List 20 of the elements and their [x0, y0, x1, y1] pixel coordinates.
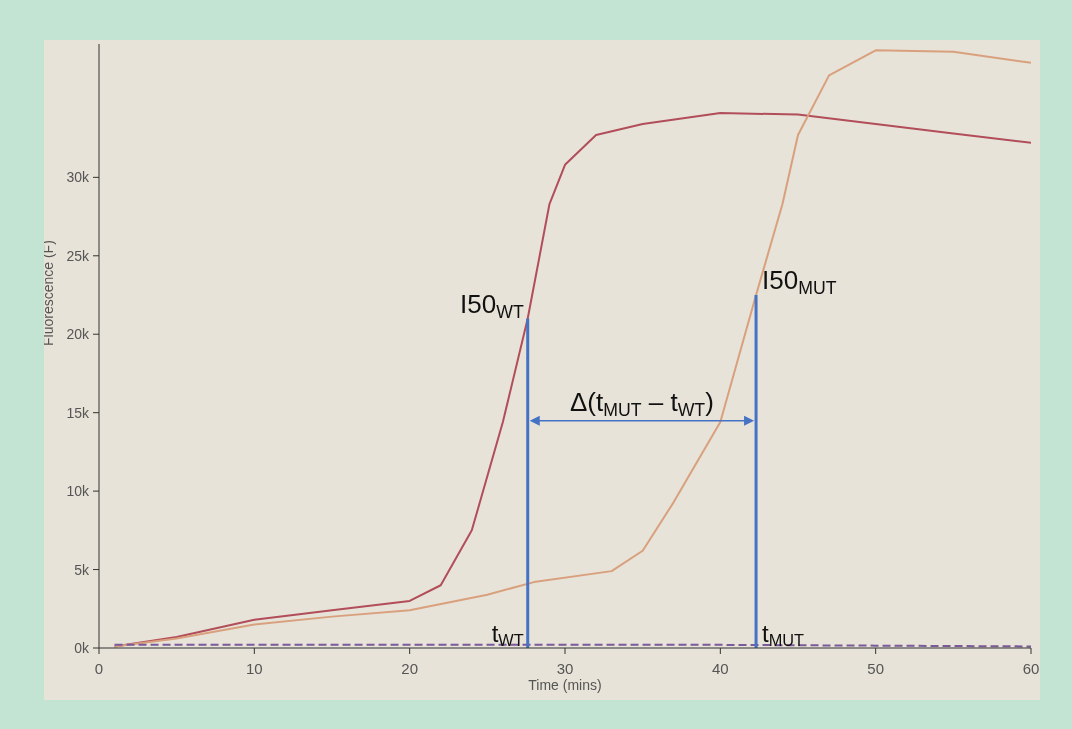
- y-tick-label: 20k: [66, 326, 90, 343]
- annotation: I50$_{WT}$: [460, 288, 524, 322]
- annotation: Δ(t$_{MUT}$ – t$_{WT}$): [569, 386, 714, 420]
- x-axis-title: Time (mins): [528, 677, 602, 693]
- x-tick-label: 20: [401, 660, 419, 677]
- y-tick-label: 5k: [74, 561, 90, 578]
- y-tick-label: 25k: [66, 247, 90, 264]
- y-tick-label: 30k: [66, 169, 90, 186]
- x-tick-label: 30: [556, 660, 574, 677]
- annotation: I50$_{MUT}$: [762, 265, 837, 299]
- y-tick-label: 0k: [74, 639, 90, 656]
- x-tick-label: 10: [245, 660, 263, 677]
- x-tick-label: 60: [1022, 660, 1040, 677]
- x-tick-label: 50: [867, 660, 885, 677]
- ref-line-label: t$_{WT}$: [491, 620, 524, 650]
- y-tick-label: 15k: [66, 404, 90, 421]
- x-tick-label: 0: [94, 660, 104, 677]
- y-tick-label: 10k: [66, 483, 90, 500]
- ref-line-label: t$_{MUT}$: [762, 620, 805, 650]
- x-tick-label: 40: [711, 660, 729, 677]
